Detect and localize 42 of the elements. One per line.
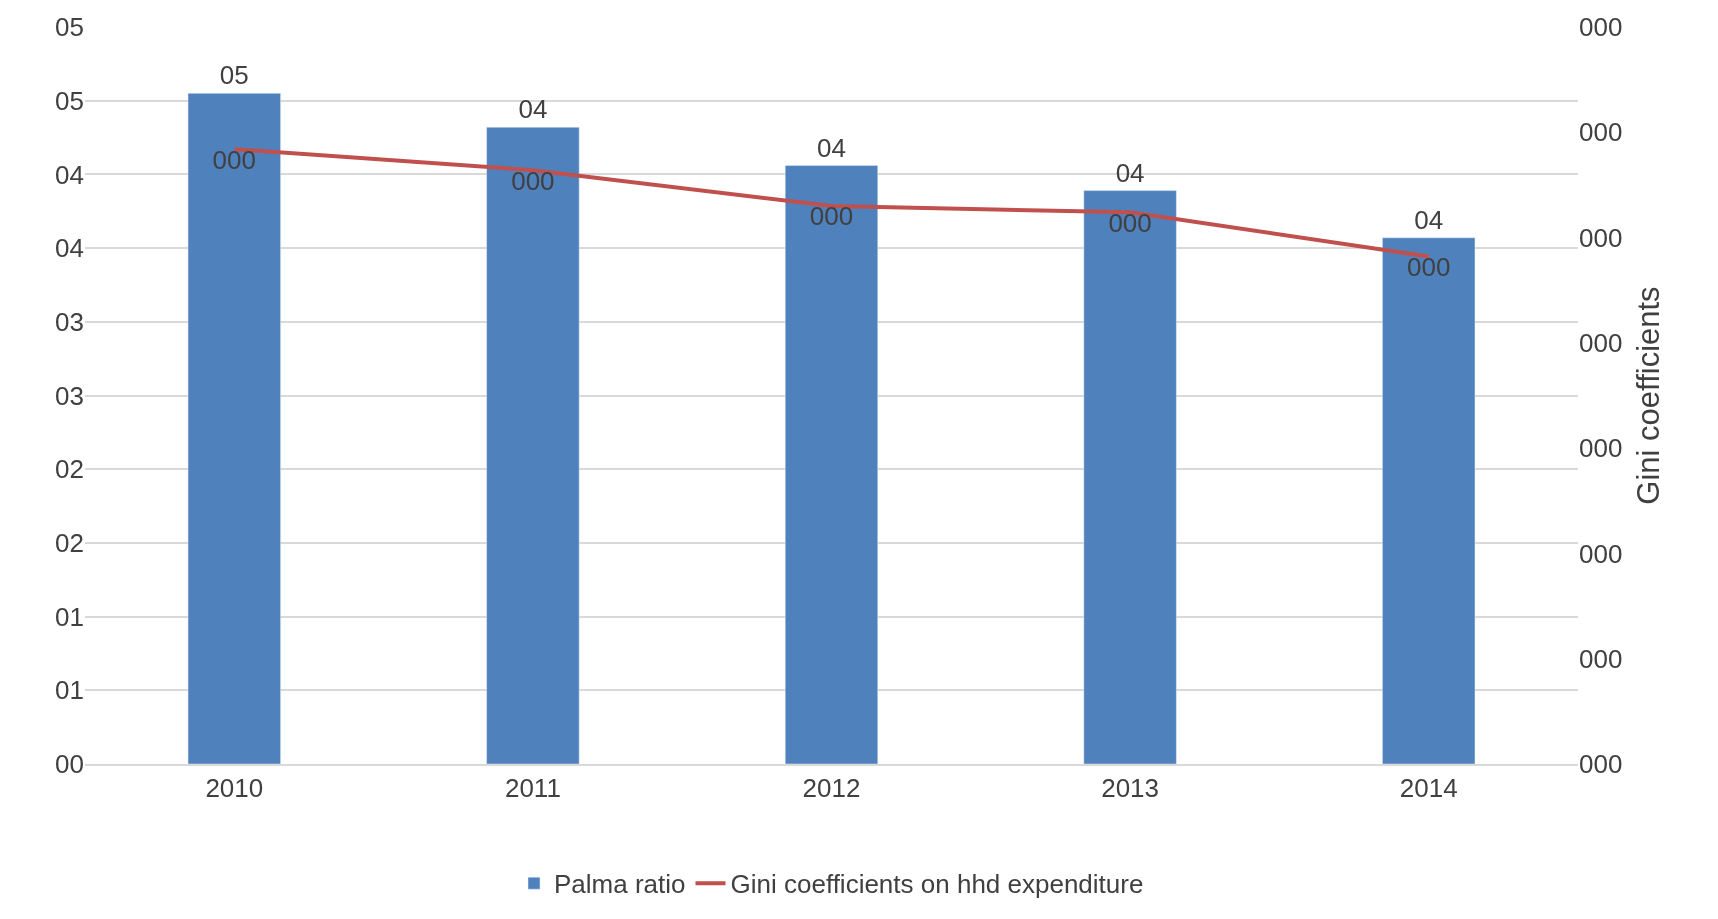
y-tick-label: 03 xyxy=(55,380,84,411)
bar xyxy=(1083,190,1177,764)
y-tick-label: 04 xyxy=(55,159,84,190)
data-label: 000 xyxy=(1407,252,1451,283)
bar xyxy=(1382,237,1476,764)
bar xyxy=(784,165,879,764)
bar xyxy=(486,126,580,764)
y-tick-label: 00 xyxy=(55,749,84,780)
y2-tick-label: 000 xyxy=(1579,643,1623,674)
y-tick-label: 04 xyxy=(55,233,84,264)
data-label: 04 xyxy=(1414,204,1444,235)
y-tick-label: 03 xyxy=(55,306,84,337)
y-tick-label: 01 xyxy=(55,601,84,632)
y-tick-label: 05 xyxy=(55,12,84,43)
y2-tick-label: 000 xyxy=(1579,749,1623,780)
y2-tick-label: 000 xyxy=(1579,538,1623,569)
y2-axis-title: Gini coefficients xyxy=(1630,286,1666,505)
x-tick-label: 2010 xyxy=(205,773,264,804)
data-label: 04 xyxy=(1115,157,1145,188)
data-label: 000 xyxy=(511,165,555,196)
legend-label: Gini coefficients on hhd expenditure xyxy=(730,869,1144,900)
y-tick-label: 01 xyxy=(55,675,84,706)
y2-tick-label: 000 xyxy=(1579,12,1623,43)
data-label: 04 xyxy=(817,132,846,163)
data-label: 000 xyxy=(212,144,256,175)
legend-label: Palma ratio xyxy=(554,869,686,900)
y2-tick-label: 000 xyxy=(1579,433,1623,464)
y-tick-label: 02 xyxy=(55,454,84,485)
y-tick-label: 05 xyxy=(55,85,84,116)
data-label: 000 xyxy=(809,201,854,232)
y2-tick-label: 000 xyxy=(1579,327,1623,358)
x-tick-label: 2014 xyxy=(1399,773,1458,804)
data-label: 000 xyxy=(1108,207,1152,238)
bar xyxy=(187,93,281,764)
x-tick-label: 2013 xyxy=(1101,773,1160,804)
y-tick-label: 02 xyxy=(55,528,84,558)
x-tick-label: 2012 xyxy=(802,773,861,804)
data-label: 04 xyxy=(518,94,548,125)
data-label: 05 xyxy=(219,60,249,91)
y2-tick-label: 000 xyxy=(1579,117,1623,148)
y2-tick-label: 000 xyxy=(1579,222,1623,253)
x-tick-label: 2011 xyxy=(504,773,561,804)
